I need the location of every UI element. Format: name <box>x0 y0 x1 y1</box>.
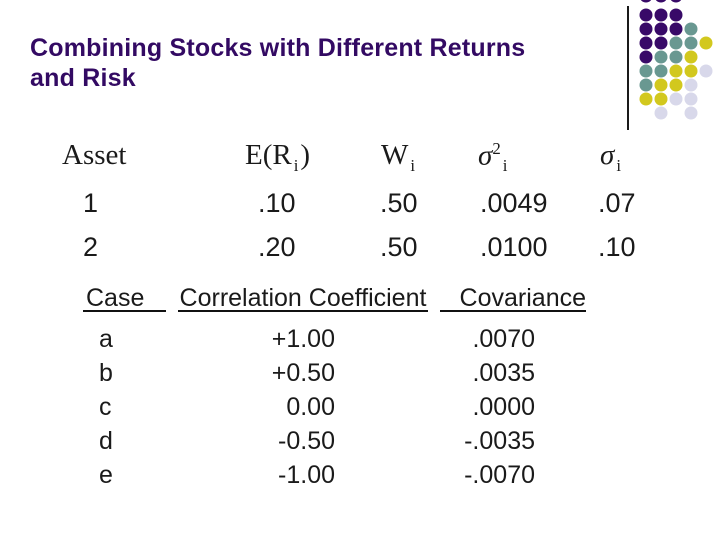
cell-expected-return: .20 <box>258 232 296 262</box>
cell-variance: .0100 <box>480 232 548 262</box>
dot <box>639 0 653 3</box>
dot <box>669 8 683 22</box>
cell-asset: 1 <box>83 188 99 218</box>
vertical-rule <box>627 6 629 130</box>
slide-title: Combining Stocks with Different Returns … <box>30 33 630 93</box>
cell-case: b <box>99 359 113 387</box>
dot <box>669 36 683 50</box>
dot <box>684 22 698 36</box>
slide-title-line-1: Combining Stocks with Different Returns <box>30 34 526 62</box>
column-header-case: Case <box>83 284 166 312</box>
column-header-asset: Asset <box>62 139 127 171</box>
dot <box>639 64 653 78</box>
dot <box>699 36 713 50</box>
cell-correlation: +1.00 <box>271 325 335 353</box>
cell-correlation: -0.50 <box>278 427 335 455</box>
column-header-covariance: Covariance <box>440 284 586 312</box>
dot <box>669 0 683 3</box>
dot <box>639 22 653 36</box>
cell-covariance: .0035 <box>472 359 535 387</box>
dot <box>654 78 668 92</box>
case-table-header-row: Case Correlation Coefficient Covariance <box>0 284 720 312</box>
dot <box>684 78 698 92</box>
cell-covariance: .0000 <box>472 393 535 421</box>
dot <box>639 92 653 106</box>
cell-correlation: -1.00 <box>278 461 335 489</box>
slide-title-line-2: and Risk <box>30 64 136 92</box>
dot <box>654 92 668 106</box>
cell-covariance: -.0070 <box>464 461 535 489</box>
dot <box>684 36 698 50</box>
dot <box>684 92 698 106</box>
cell-variance: .0049 <box>480 188 548 218</box>
column-header-variance: σ2i <box>478 139 508 176</box>
dot <box>684 50 698 64</box>
dot <box>654 22 668 36</box>
dot <box>639 78 653 92</box>
cell-asset: 2 <box>83 232 99 262</box>
cell-covariance: .0070 <box>472 325 535 353</box>
dot <box>639 36 653 50</box>
dot <box>669 64 683 78</box>
cell-expected-return: .10 <box>258 188 296 218</box>
dot <box>654 36 668 50</box>
dot <box>684 106 698 120</box>
dot <box>669 78 683 92</box>
cell-correlation: 0.00 <box>286 393 335 421</box>
dot <box>654 106 668 120</box>
dot <box>639 8 653 22</box>
cell-covariance: -.0035 <box>464 427 535 455</box>
dot <box>654 50 668 64</box>
dot <box>669 92 683 106</box>
column-header-expected-return: E(R i) <box>245 139 311 175</box>
cell-weight: .50 <box>380 188 418 218</box>
dot <box>669 22 683 36</box>
dot <box>669 50 683 64</box>
dot <box>654 0 668 3</box>
dot <box>654 64 668 78</box>
cell-case: a <box>99 325 113 353</box>
dot <box>639 50 653 64</box>
cell-case: e <box>99 461 113 489</box>
cell-case: c <box>99 393 112 421</box>
column-header-correlation-coefficient: Correlation Coefficient <box>178 284 428 312</box>
cell-weight: .50 <box>380 232 418 262</box>
cell-std-dev: .07 <box>598 188 636 218</box>
cell-correlation: +0.50 <box>271 359 335 387</box>
dot <box>654 8 668 22</box>
dot <box>699 64 713 78</box>
cell-case: d <box>99 427 113 455</box>
cell-std-dev: .10 <box>598 232 636 262</box>
dot <box>684 64 698 78</box>
